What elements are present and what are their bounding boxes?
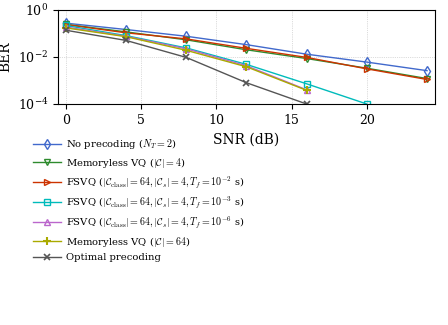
FSVQ ($|\mathcal{C}_{\mathrm{class}}| = 64, |\mathcal{C}_s| = 4, T_f = 10^{-3}$ s) bbox=[364, 102, 370, 106]
FSVQ ($|\mathcal{C}_{\mathrm{class}}| = 64, |\mathcal{C}_s| = 4, T_f = 10^{-2}$ s) bbox=[244, 46, 249, 50]
Legend: No precoding ($N_T = 2$), Memoryless VQ ($|\mathcal{C}| = 4$), FSVQ ($|\mathcal{: No precoding ($N_T = 2$), Memoryless VQ … bbox=[33, 137, 245, 263]
Memoryless VQ ($|\mathcal{C}| = 64$) bbox=[184, 48, 189, 52]
Optimal precoding bbox=[63, 28, 69, 32]
FSVQ ($|\mathcal{C}_{\mathrm{class}}| = 64, |\mathcal{C}_s| = 4, T_f = 10^{-2}$ s) bbox=[364, 67, 370, 71]
Memoryless VQ ($|\mathcal{C}| = 64$) bbox=[244, 65, 249, 69]
Memoryless VQ ($|\mathcal{C}| = 4$) bbox=[424, 77, 430, 81]
FSVQ ($|\mathcal{C}_{\mathrm{class}}| = 64, |\mathcal{C}_s| = 4, T_f = 10^{-3}$ s) bbox=[304, 82, 309, 86]
FSVQ ($|\mathcal{C}_{\mathrm{class}}| = 64, |\mathcal{C}_s| = 4, T_f = 10^{-2}$ s) bbox=[304, 56, 309, 59]
No precoding ($N_T = 2$) bbox=[184, 34, 189, 38]
FSVQ ($|\mathcal{C}_{\mathrm{class}}| = 64, |\mathcal{C}_s| = 4, T_f = 10^{-2}$ s) bbox=[63, 23, 69, 27]
FSVQ ($|\mathcal{C}_{\mathrm{class}}| = 64, |\mathcal{C}_s| = 4, T_f = 10^{-6}$ s) bbox=[244, 64, 249, 68]
Optimal precoding bbox=[123, 38, 129, 42]
No precoding ($N_T = 2$) bbox=[63, 21, 69, 25]
FSVQ ($|\mathcal{C}_{\mathrm{class}}| = 64, |\mathcal{C}_s| = 4, T_f = 10^{-3}$ s) bbox=[123, 34, 129, 38]
Optimal precoding bbox=[304, 102, 309, 106]
FSVQ ($|\mathcal{C}_{\mathrm{class}}| = 64, |\mathcal{C}_s| = 4, T_f = 10^{-6}$ s) bbox=[123, 34, 129, 38]
FSVQ ($|\mathcal{C}_{\mathrm{class}}| = 64, |\mathcal{C}_s| = 4, T_f = 10^{-3}$ s) bbox=[184, 46, 189, 50]
FSVQ ($|\mathcal{C}_{\mathrm{class}}| = 64, |\mathcal{C}_s| = 4, T_f = 10^{-2}$ s) bbox=[184, 37, 189, 41]
Memoryless VQ ($|\mathcal{C}| = 4$) bbox=[63, 22, 69, 26]
FSVQ ($|\mathcal{C}_{\mathrm{class}}| = 64, |\mathcal{C}_s| = 4, T_f = 10^{-2}$ s) bbox=[123, 31, 129, 35]
No precoding ($N_T = 2$) bbox=[364, 60, 370, 64]
Line: Memoryless VQ ($|\mathcal{C}| = 64$): Memoryless VQ ($|\mathcal{C}| = 64$) bbox=[61, 24, 311, 95]
FSVQ ($|\mathcal{C}_{\mathrm{class}}| = 64, |\mathcal{C}_s| = 4, T_f = 10^{-6}$ s) bbox=[184, 47, 189, 51]
Optimal precoding bbox=[244, 81, 249, 85]
No precoding ($N_T = 2$) bbox=[304, 52, 309, 56]
Memoryless VQ ($|\mathcal{C}| = 4$) bbox=[123, 30, 129, 34]
Line: Memoryless VQ ($|\mathcal{C}| = 4$): Memoryless VQ ($|\mathcal{C}| = 4$) bbox=[62, 21, 431, 82]
Memoryless VQ ($|\mathcal{C}| = 4$) bbox=[304, 57, 309, 60]
Optimal precoding bbox=[184, 56, 189, 59]
No precoding ($N_T = 2$) bbox=[424, 69, 430, 72]
FSVQ ($|\mathcal{C}_{\mathrm{class}}| = 64, |\mathcal{C}_s| = 4, T_f = 10^{-6}$ s) bbox=[63, 25, 69, 29]
FSVQ ($|\mathcal{C}_{\mathrm{class}}| = 64, |\mathcal{C}_s| = 4, T_f = 10^{-3}$ s) bbox=[244, 62, 249, 66]
No precoding ($N_T = 2$) bbox=[123, 28, 129, 32]
FSVQ ($|\mathcal{C}_{\mathrm{class}}| = 64, |\mathcal{C}_s| = 4, T_f = 10^{-2}$ s) bbox=[424, 77, 430, 81]
Line: FSVQ ($|\mathcal{C}_{\mathrm{class}}| = 64, |\mathcal{C}_s| = 4, T_f = 10^{-3}$ s): FSVQ ($|\mathcal{C}_{\mathrm{class}}| = … bbox=[63, 23, 370, 107]
FSVQ ($|\mathcal{C}_{\mathrm{class}}| = 64, |\mathcal{C}_s| = 4, T_f = 10^{-6}$ s) bbox=[304, 88, 309, 92]
Line: FSVQ ($|\mathcal{C}_{\mathrm{class}}| = 64, |\mathcal{C}_s| = 4, T_f = 10^{-6}$ s): FSVQ ($|\mathcal{C}_{\mathrm{class}}| = … bbox=[62, 23, 310, 93]
Line: FSVQ ($|\mathcal{C}_{\mathrm{class}}| = 64, |\mathcal{C}_s| = 4, T_f = 10^{-2}$ s): FSVQ ($|\mathcal{C}_{\mathrm{class}}| = … bbox=[62, 21, 431, 83]
Line: Optimal precoding: Optimal precoding bbox=[62, 27, 310, 108]
X-axis label: SNR (dB): SNR (dB) bbox=[213, 132, 280, 146]
Memoryless VQ ($|\mathcal{C}| = 64$) bbox=[123, 35, 129, 39]
Memoryless VQ ($|\mathcal{C}| = 4$) bbox=[364, 66, 370, 70]
Memoryless VQ ($|\mathcal{C}| = 64$) bbox=[63, 26, 69, 30]
Y-axis label: BER: BER bbox=[0, 42, 13, 72]
Memoryless VQ ($|\mathcal{C}| = 4$) bbox=[244, 48, 249, 52]
Memoryless VQ ($|\mathcal{C}| = 4$) bbox=[184, 38, 189, 42]
Line: No precoding ($N_T = 2$): No precoding ($N_T = 2$) bbox=[62, 20, 431, 74]
Memoryless VQ ($|\mathcal{C}| = 64$) bbox=[304, 88, 309, 92]
FSVQ ($|\mathcal{C}_{\mathrm{class}}| = 64, |\mathcal{C}_s| = 4, T_f = 10^{-3}$ s) bbox=[63, 23, 69, 27]
No precoding ($N_T = 2$) bbox=[244, 43, 249, 46]
